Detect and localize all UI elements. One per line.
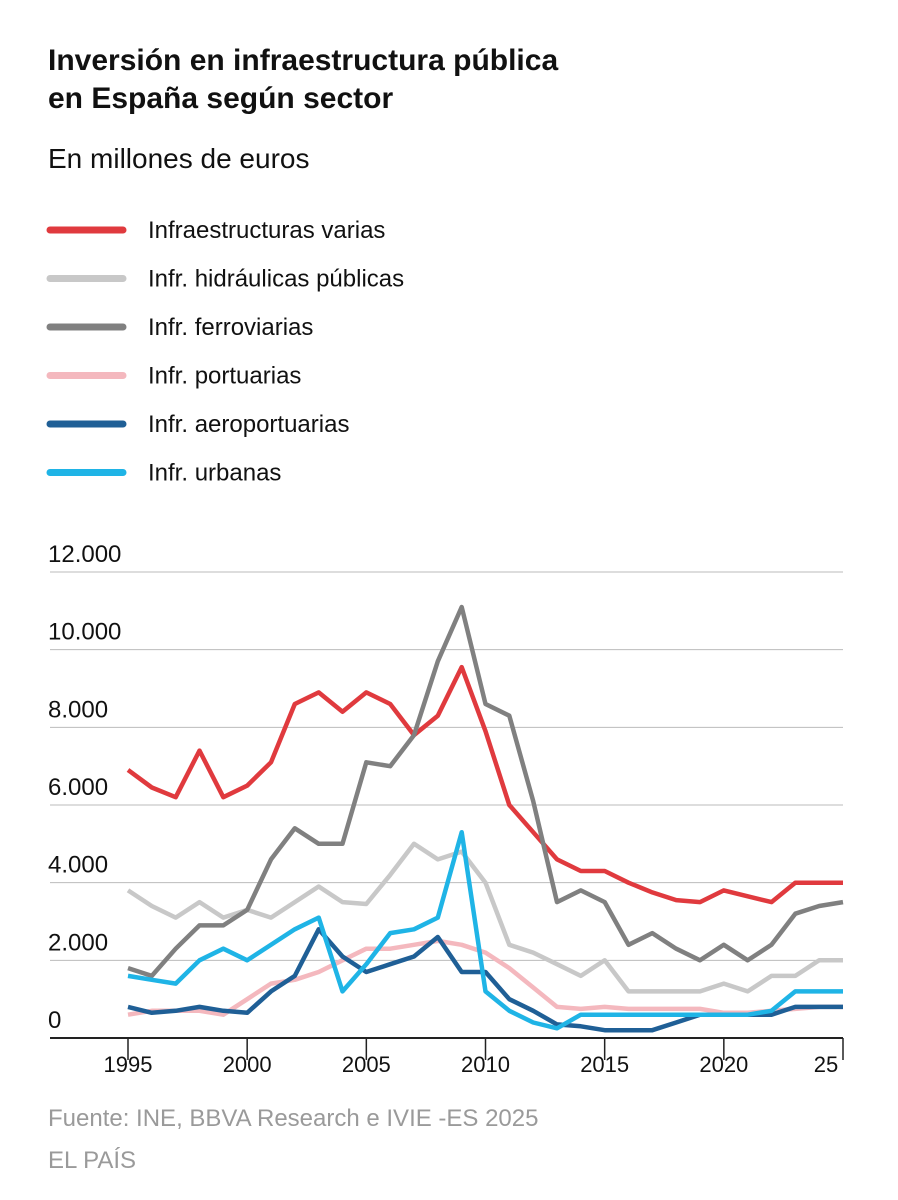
source: Fuente: INE, BBVA Research e IVIE -ES 20…	[48, 1105, 538, 1132]
x-tick-label: 2015	[580, 1052, 629, 1077]
legend-label: Infr. urbanas	[148, 460, 281, 487]
y-tick-label: 12.000	[48, 541, 121, 568]
y-tick-label: 6.000	[48, 774, 108, 801]
y-tick-label: 10.000	[48, 619, 121, 646]
chart-title: Inversión en infraestructura pública en E…	[48, 44, 558, 115]
legend-label: Infr. hidráulicas públicas	[148, 266, 404, 293]
chart-subtitle: En millones de euros	[48, 143, 309, 174]
y-tick-label: 0	[48, 1007, 61, 1034]
y-tick-label: 2.000	[48, 929, 108, 956]
legend-label: Infraestructuras varias	[148, 217, 385, 244]
x-tick-label: 2000	[223, 1052, 272, 1077]
legend-label: Infr. portuarias	[148, 363, 301, 390]
x-tick-label: 2020	[699, 1052, 748, 1077]
series-line	[127, 604, 844, 979]
series-line	[126, 664, 843, 905]
x-tick-label: 1995	[104, 1052, 153, 1077]
x-tick-label: 2010	[461, 1052, 510, 1077]
series-line	[127, 829, 843, 1031]
credit: EL PAÍS	[48, 1147, 136, 1174]
legend-label: Infr. ferroviarias	[148, 314, 313, 341]
y-tick-label: 8.000	[48, 696, 108, 723]
x-tick-label: 2005	[342, 1052, 391, 1077]
legend-label: Infr. aeroportuarias	[148, 411, 349, 438]
x-tick-label: 25	[814, 1052, 838, 1077]
y-tick-label: 4.000	[48, 852, 108, 879]
